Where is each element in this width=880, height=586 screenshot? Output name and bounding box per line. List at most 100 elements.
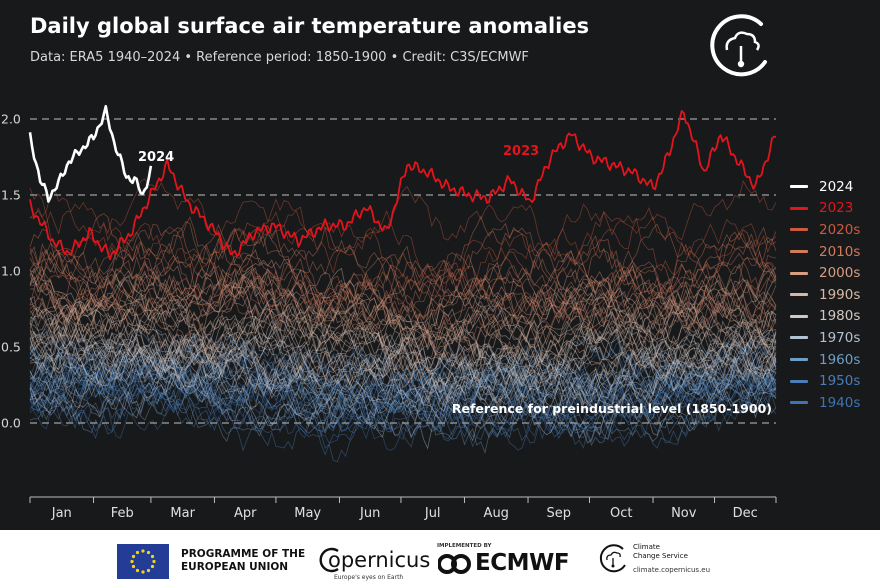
legend-swatch: [790, 358, 808, 362]
decade-line-1970s: [29, 331, 777, 436]
decade-line-1960s: [29, 333, 777, 413]
legend-item-2024: 2024: [790, 176, 860, 198]
decade-line-1960s: [29, 345, 777, 430]
decade-line-1940s: [29, 342, 777, 440]
decade-line-1950s: [29, 342, 777, 438]
decade-line-1950s: [29, 351, 777, 451]
decade-line-1990s: [29, 301, 777, 384]
decade-line-2020s: [29, 178, 777, 275]
ccs-line1: Climate: [633, 543, 660, 551]
legend-item-1940s: 1940s: [790, 392, 860, 414]
x-tick-label: Aug: [484, 506, 509, 521]
decade-line-2010s: [29, 220, 777, 333]
y-tick-label: 2.0: [1, 112, 21, 127]
temperature-anomaly-chart: Jan Feb Mar Apr May Jun Jul Aug Sep Oct Nov Dec 0.0 0…: [1, 104, 777, 521]
x-tick-label: Apr: [234, 506, 257, 521]
x-tick-label: Nov: [671, 506, 697, 521]
x-tick-label: Oct: [610, 506, 632, 521]
decade-line-1940s: [29, 328, 777, 416]
eu-line1: PROGRAMME OF THE: [181, 548, 306, 560]
legend-label: 2000s: [819, 265, 861, 282]
legend-item-1960s: 1960s: [790, 349, 860, 371]
y-tick-label: 1.0: [1, 264, 21, 279]
legend-item-2020s: 2020s: [790, 219, 860, 241]
decade-line-2010s: [29, 231, 777, 328]
series-line-2023: [29, 110, 777, 261]
ccs-line2: Change Service: [633, 552, 688, 560]
y-tick-label: 0.5: [1, 340, 21, 355]
legend-swatch: [790, 336, 808, 340]
decade-line-1970s: [29, 339, 777, 429]
decade-line-1980s: [29, 301, 777, 405]
decade-line-2000s: [29, 262, 777, 360]
x-tick-label: Dec: [733, 506, 758, 521]
decade-line-1990s: [29, 303, 777, 409]
decade-line-2010s: [29, 216, 777, 301]
decade-line-1970s: [29, 326, 777, 414]
decade-line-1940s: [29, 332, 777, 420]
c3s-climate-logo-icon: [710, 14, 767, 77]
decade-line-1970s: [29, 348, 777, 450]
decade-line-1980s: [29, 305, 777, 407]
decade-line-2000s: [29, 259, 777, 358]
legend-swatch: [790, 228, 808, 232]
decade-line-1940s: [29, 363, 777, 438]
decade-line-1950s: [29, 372, 777, 456]
decade-line-1940s: [29, 346, 777, 451]
label-2023: 2023: [503, 144, 539, 159]
copernicus-name: opernicus: [328, 548, 431, 572]
decade-line-1990s: [29, 273, 777, 372]
legend-label: 1940s: [819, 394, 861, 411]
decade-line-1950s: [29, 361, 777, 448]
copernicus-tagline: Europe's eyes on Earth: [334, 574, 404, 581]
legend-item-2000s: 2000s: [790, 262, 860, 284]
legend-item-2023: 2023: [790, 198, 860, 220]
decade-line-1940s: [29, 333, 777, 428]
decade-line-2010s: [29, 213, 777, 303]
legend-item-2010s: 2010s: [790, 241, 860, 263]
decade-line-1980s: [29, 328, 777, 402]
footer-logos: PROGRAMME OF THE EUROPEAN UNION opernicu…: [0, 530, 880, 586]
eu-line2: EUROPEAN UNION: [181, 561, 289, 573]
ecmwf-name: ECMWF: [475, 550, 570, 576]
decade-line-1940s: [29, 344, 777, 439]
decade-line-1990s: [29, 296, 777, 375]
decade-line-1960s: [29, 347, 777, 441]
decade-line-1990s: [29, 300, 777, 395]
decade-line-1980s: [29, 314, 777, 423]
decade-line-2010s: [29, 249, 777, 343]
chart-title: Daily global surface air temperature ano…: [30, 14, 590, 38]
legend-swatch: [790, 293, 808, 297]
decade-line-1990s: [29, 278, 777, 369]
decade-line-2000s: [29, 266, 777, 349]
decade-line-1940s: [29, 336, 777, 444]
legend-label: 2010s: [819, 243, 861, 260]
decade-line-2000s: [29, 281, 777, 379]
decade-line-1970s: [29, 322, 777, 405]
decade-line-1990s: [29, 267, 777, 345]
decade-line-1960s: [29, 333, 777, 422]
ccs-url: climate.copernicus.eu: [633, 566, 711, 574]
legend-label: 1980s: [819, 308, 861, 325]
reference-label: Reference for preindustrial level (1850-…: [452, 401, 772, 416]
ecmwf-implemented-by: IMPLEMENTED BY: [437, 543, 492, 549]
decade-line-1940s: [29, 343, 777, 431]
legend-swatch: [790, 379, 808, 383]
legend-swatch: [790, 250, 808, 254]
x-tick-label: Sep: [547, 506, 572, 521]
decade-line-1980s: [29, 303, 777, 402]
decade-line-1970s: [29, 330, 777, 419]
decade-line-1960s: [29, 324, 777, 416]
decade-line-2010s: [29, 250, 777, 346]
decade-line-2000s: [29, 273, 777, 350]
decade-line-1960s: [29, 343, 777, 443]
decade-line-1950s: [29, 356, 777, 438]
legend-label: 1960s: [819, 351, 861, 368]
x-tick-label: Feb: [111, 506, 134, 521]
decade-line-1970s: [29, 334, 777, 414]
decade-line-1990s: [29, 287, 777, 362]
decade-line-1970s: [29, 340, 777, 428]
decade-line-2000s: [29, 243, 777, 342]
decade-line-1960s: [29, 332, 777, 419]
decade-line-1980s: [29, 317, 777, 407]
